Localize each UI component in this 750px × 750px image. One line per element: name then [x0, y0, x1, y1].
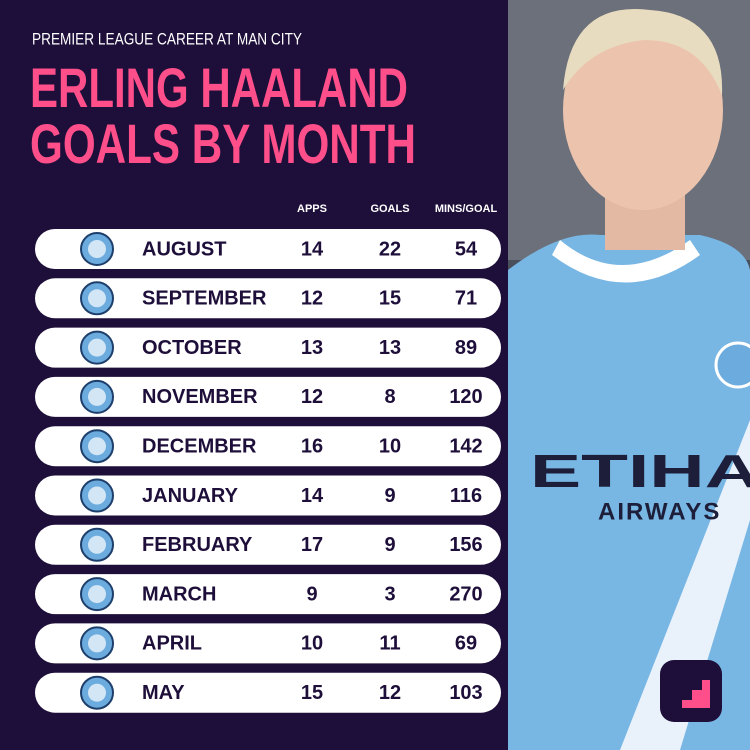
cell-value: 12 [301, 386, 323, 408]
row-pill [35, 672, 501, 713]
cell-value: 270 [449, 583, 482, 605]
row-pill [35, 229, 501, 269]
row-pill [35, 278, 501, 319]
table-row: MARCH 9 3 270 [35, 574, 501, 615]
subtitle: PREMIER LEAGUE CAREER AT MAN CITY [32, 29, 302, 48]
club-badge-inner [88, 634, 106, 653]
cell-value: 103 [449, 682, 482, 704]
club-badge-inner [88, 338, 106, 357]
month: DECEMBER [142, 435, 257, 457]
table: APPS GOALS MINS/GOAL AUGUST 14 22 54 SEPTEMBER 1… [35, 203, 501, 713]
cell-value: 13 [379, 337, 401, 359]
cell-value: 54 [455, 238, 478, 260]
table-row: JANUARY 14 9 116 [35, 475, 501, 516]
title-line: ERLING HAALAND [30, 56, 408, 119]
row-pill [35, 623, 501, 664]
row-pill [35, 376, 501, 417]
cell-value: 69 [455, 633, 477, 655]
club-badge-inner [88, 437, 106, 456]
player-photo: ETIHA AIRWAYS [508, 0, 750, 750]
row-pill [35, 524, 501, 565]
cell-value: 22 [379, 238, 401, 260]
month: SEPTEMBER [142, 288, 267, 310]
cell-value: 17 [301, 534, 323, 556]
row-pill [35, 574, 501, 615]
month: JANUARY [142, 485, 239, 507]
column-header: APPS [297, 203, 327, 215]
cell-value: 16 [301, 435, 323, 457]
sponsor: ETIHA [530, 445, 750, 497]
month: MARCH [142, 583, 216, 605]
cell-value: 10 [301, 633, 323, 655]
cell-value: 142 [449, 435, 482, 457]
cell-value: 116 [450, 485, 482, 507]
cell-value: 3 [384, 583, 395, 605]
sponsor-sub: AIRWAYS [598, 498, 721, 525]
cell-value: 71 [455, 288, 477, 310]
month: FEBRUARY [142, 534, 253, 556]
cell-value: 10 [379, 435, 401, 457]
cell-value: 12 [301, 288, 323, 310]
club-badge-inner [88, 535, 106, 554]
table-row: NOVEMBER 12 8 120 [35, 376, 501, 417]
club-badge-inner [88, 486, 106, 505]
month: APRIL [142, 633, 202, 655]
month: MAY [142, 682, 185, 704]
table-row: SEPTEMBER 12 15 71 [35, 278, 501, 319]
cell-value: 89 [455, 337, 477, 359]
table-row: OCTOBER 13 13 89 [35, 327, 501, 368]
cell-value: 9 [384, 534, 395, 556]
cell-value: 120 [449, 386, 482, 408]
cell-value: 14 [301, 238, 324, 260]
column-header: MINS/GOAL [435, 203, 498, 215]
table-row: AUGUST 14 22 54 [35, 229, 501, 269]
row-pill [35, 475, 501, 516]
table-row: MAY 15 12 103 [35, 672, 501, 713]
column-header: GOALS [370, 203, 409, 215]
cell-value: 12 [379, 682, 401, 704]
club-badge-inner [88, 289, 106, 308]
club-badge-inner [88, 585, 106, 604]
cell-value: 14 [301, 485, 324, 507]
cell-value: 15 [379, 288, 401, 310]
cell-value: 8 [384, 386, 395, 408]
club-badge-inner [88, 683, 106, 702]
row-pill [35, 327, 501, 368]
club-badge-inner [88, 240, 106, 258]
month: NOVEMBER [142, 386, 258, 408]
row-pill [35, 426, 501, 467]
table-row: FEBRUARY 17 9 156 [35, 524, 501, 565]
table-row: DECEMBER 16 10 142 [35, 426, 501, 467]
cell-value: 13 [301, 337, 323, 359]
table-row: APRIL 10 11 69 [35, 623, 501, 664]
cell-value: 15 [301, 682, 323, 704]
month: OCTOBER [142, 337, 242, 359]
title-line: GOALS BY MONTH [30, 112, 416, 175]
cell-value: 156 [449, 534, 482, 556]
cell-value: 11 [379, 633, 400, 655]
club-badge-inner [88, 387, 106, 406]
month: AUGUST [142, 238, 226, 260]
cell-value: 9 [306, 583, 317, 605]
cell-value: 9 [384, 485, 395, 507]
